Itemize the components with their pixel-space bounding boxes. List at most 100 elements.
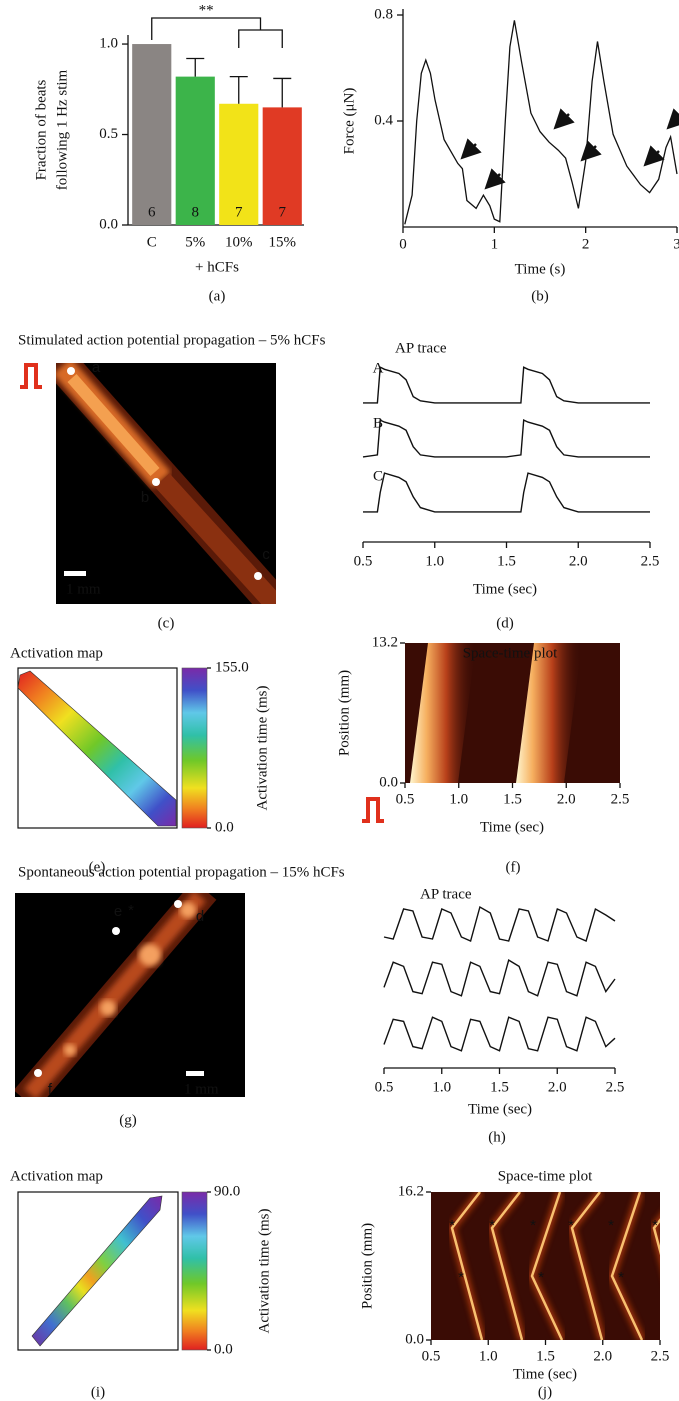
panel-caption: (e): [89, 859, 106, 875]
panel-title: AP trace: [420, 886, 472, 902]
arrow: [557, 114, 569, 126]
site-dot: [67, 367, 75, 375]
trace-label: B: [373, 415, 383, 431]
scale-bar-label: 1 mm: [184, 1081, 219, 1097]
force-trace: [405, 20, 677, 224]
x-tick-label: 2.5: [641, 553, 660, 569]
y-axis-label: Position (mm): [336, 670, 352, 756]
origin-marker: *: [568, 1217, 574, 1234]
x-tick-label: 2.0: [569, 553, 588, 569]
x-tick-label: 15%: [269, 234, 297, 250]
x-tick-label: 2: [582, 236, 590, 252]
y-tick-label: 0.4: [374, 112, 393, 128]
y-axis-label: Fraction of beats: [33, 79, 49, 180]
panel-title: AP trace: [395, 340, 447, 356]
site-label: a: [92, 359, 101, 376]
ap-trace: [363, 420, 650, 457]
y-tick-label: 1.0: [99, 35, 118, 51]
arrow: [647, 151, 659, 163]
x-tick-label: 2.0: [557, 791, 576, 807]
y-tick-label: 0.8: [374, 6, 393, 22]
x-tick-label: 1.5: [497, 553, 516, 569]
ap-trace: [363, 367, 650, 403]
panel-caption: (f): [506, 859, 521, 875]
colorbar-label: Activation time (ms): [256, 1209, 272, 1334]
panel-caption: (b): [531, 288, 549, 304]
hotspot: [180, 902, 196, 918]
section-title: Spontaneous action potential propagation…: [18, 864, 345, 880]
bar-count: 6: [148, 204, 156, 220]
x-tick-label: 10%: [225, 234, 253, 250]
site-dot: [34, 1069, 42, 1077]
colorbar-tick-label: 0.0: [214, 1341, 233, 1357]
significance-label: **: [199, 2, 214, 18]
y-tick-label: 16.2: [398, 1183, 424, 1199]
x-tick-label: 2.5: [606, 1079, 625, 1095]
panel-caption: (h): [488, 1129, 506, 1145]
colorbar-tick-label: 0.0: [215, 819, 234, 835]
site-label: c: [262, 546, 270, 563]
arrow: [464, 144, 476, 156]
x-axis-label: Time (sec): [473, 581, 537, 597]
hotspot: [64, 1044, 76, 1056]
scale-bar: [186, 1071, 204, 1076]
site-dot: [254, 572, 262, 580]
bar-count: 7: [279, 204, 287, 220]
x-tick-label: 5%: [185, 234, 205, 250]
x-tick-label: 0.5: [375, 1079, 394, 1095]
y-axis-label: following 1 Hz stim: [54, 69, 70, 190]
colorbar-tick-label: 90.0: [214, 1183, 240, 1199]
x-tick-label: C: [147, 234, 157, 250]
x-tick-label: 3: [673, 236, 679, 252]
trace-label: A: [373, 360, 384, 376]
origin-marker: *: [530, 1217, 536, 1234]
panel-caption: (g): [119, 1112, 137, 1128]
colorbar: [182, 668, 207, 828]
site-dot: [152, 478, 160, 486]
x-tick-label: 0.5: [422, 1348, 441, 1364]
x-tick-label: 2.5: [651, 1348, 670, 1364]
origin-marker: *: [449, 1217, 455, 1234]
y-tick-label: 0.0: [379, 774, 398, 790]
origin-marker: *: [652, 1217, 658, 1234]
x-tick-label: 1.0: [425, 553, 444, 569]
origin-marker: *: [618, 1269, 624, 1286]
x-tick-label: 1.5: [536, 1348, 555, 1364]
y-tick-label: 0.0: [405, 1331, 424, 1347]
x-tick-label: 0.5: [354, 553, 373, 569]
origin-marker: *: [538, 1269, 544, 1286]
panel-title: Space-time plot: [498, 1168, 593, 1184]
panel-title: Space-time plot: [463, 645, 558, 661]
site-label: d: [196, 908, 204, 925]
panel-caption: (d): [496, 615, 514, 631]
site-label: b: [141, 489, 149, 506]
x-tick-label: 2.0: [548, 1079, 567, 1095]
ap-trace: [384, 907, 615, 941]
hotspot: [139, 944, 161, 966]
x-axis-label: Time (sec): [480, 819, 544, 835]
origin-marker: *: [128, 902, 134, 919]
hotspot: [100, 1000, 116, 1016]
x-tick-label: 0: [399, 236, 407, 252]
x-axis-label: Time (sec): [468, 1101, 532, 1117]
x-tick-label: 2.5: [611, 791, 630, 807]
x-axis-label: Time (s): [515, 261, 566, 277]
x-tick-label: 1.0: [449, 791, 468, 807]
x-axis-label: Time (sec): [513, 1366, 577, 1382]
ap-trace: [384, 1017, 615, 1051]
y-axis-label: Position (mm): [359, 1223, 375, 1309]
origin-marker: *: [458, 1269, 464, 1286]
x-tick-label: 1.5: [503, 791, 522, 807]
x-tick-label: 2.0: [593, 1348, 612, 1364]
x-tick-label: 1.0: [432, 1079, 451, 1095]
colorbar-tick-label: 155.0: [215, 659, 249, 675]
x-axis-label: + hCFs: [195, 259, 239, 275]
stimulus-icon: [20, 365, 42, 387]
significance-bracket: [152, 18, 283, 48]
stimulus-icon: [362, 799, 384, 821]
arrow: [488, 174, 500, 186]
figure: Stimulated action potential propagation …: [0, 0, 679, 1401]
trace-label: C: [373, 468, 383, 484]
colorbar-label: Activation time (ms): [254, 686, 270, 811]
y-tick-label: 0.5: [99, 126, 118, 142]
